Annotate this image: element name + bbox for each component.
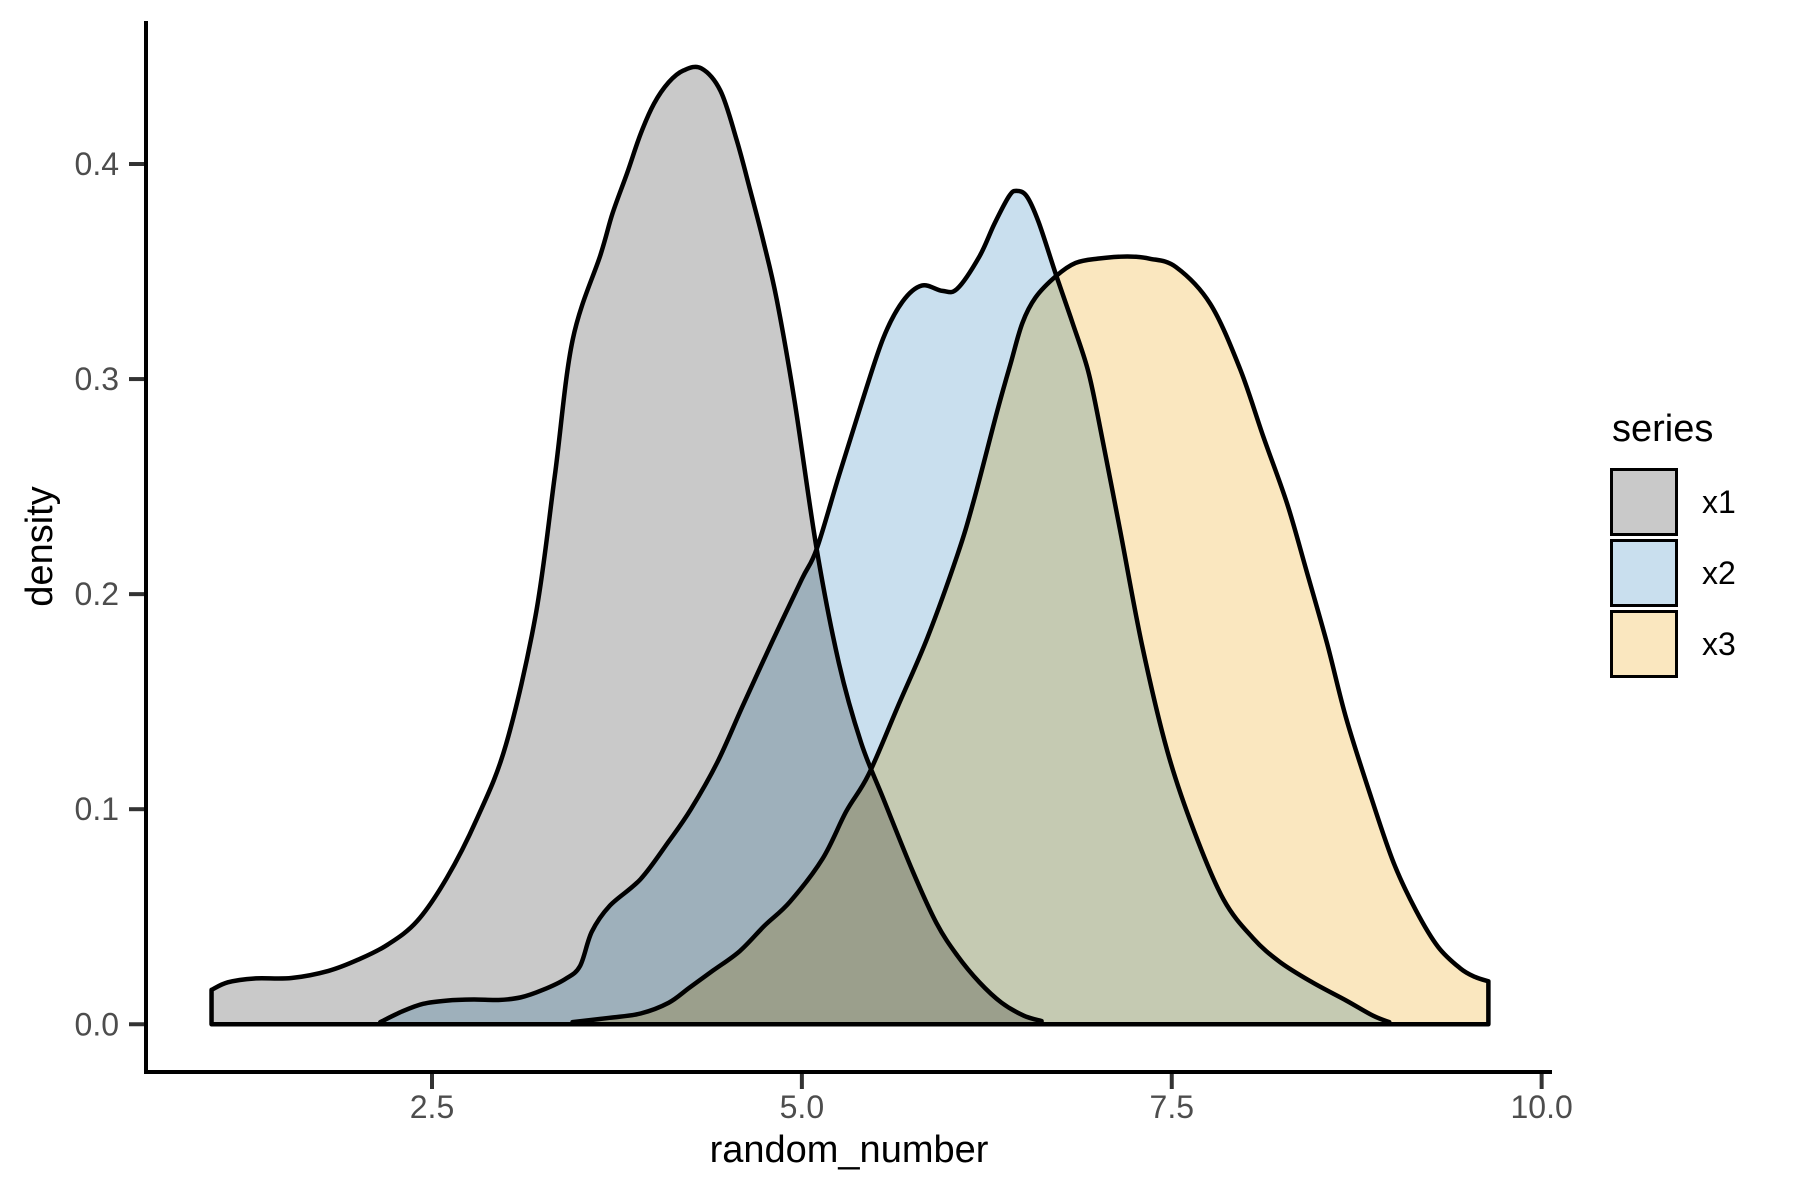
y-tick-label: 0.3 <box>75 361 119 397</box>
y-axis: 0.0 0.1 0.2 0.3 0.4 <box>75 21 148 1074</box>
y-tick-label: 0.2 <box>75 576 119 612</box>
x-axis: 2.5 5.0 7.5 10.0 <box>144 1070 1573 1125</box>
y-tick-label: 0.0 <box>75 1006 119 1042</box>
legend-title: series <box>1612 408 1714 450</box>
legend-item-x1: x1 <box>1610 468 1736 536</box>
y-tick-label: 0.4 <box>75 146 119 182</box>
x-tick-label: 5.0 <box>780 1089 824 1125</box>
legend-swatch-x3 <box>1610 610 1678 678</box>
density-area-x3 <box>570 254 1491 1027</box>
x-tick-label: 10.0 <box>1511 1089 1573 1125</box>
y-axis-title: density <box>19 486 61 606</box>
density-areas <box>209 64 1491 1027</box>
legend-swatch-x1 <box>1610 468 1678 536</box>
x-tick-label: 7.5 <box>1150 1089 1194 1125</box>
legend-label-x2: x2 <box>1702 554 1736 591</box>
legend-item-x2: x2 <box>1610 539 1736 607</box>
y-tick-label: 0.1 <box>75 791 119 827</box>
legend-label-x1: x1 <box>1702 483 1736 520</box>
legend: series x1 x2 x3 <box>1610 408 1736 681</box>
legend-swatch-x2 <box>1610 539 1678 607</box>
legend-label-x3: x3 <box>1702 625 1736 662</box>
x-axis-title: random_number <box>710 1129 989 1171</box>
legend-item-x3: x3 <box>1610 610 1736 678</box>
x-tick-label: 2.5 <box>410 1089 454 1125</box>
axis-titles: random_number density <box>19 486 989 1171</box>
